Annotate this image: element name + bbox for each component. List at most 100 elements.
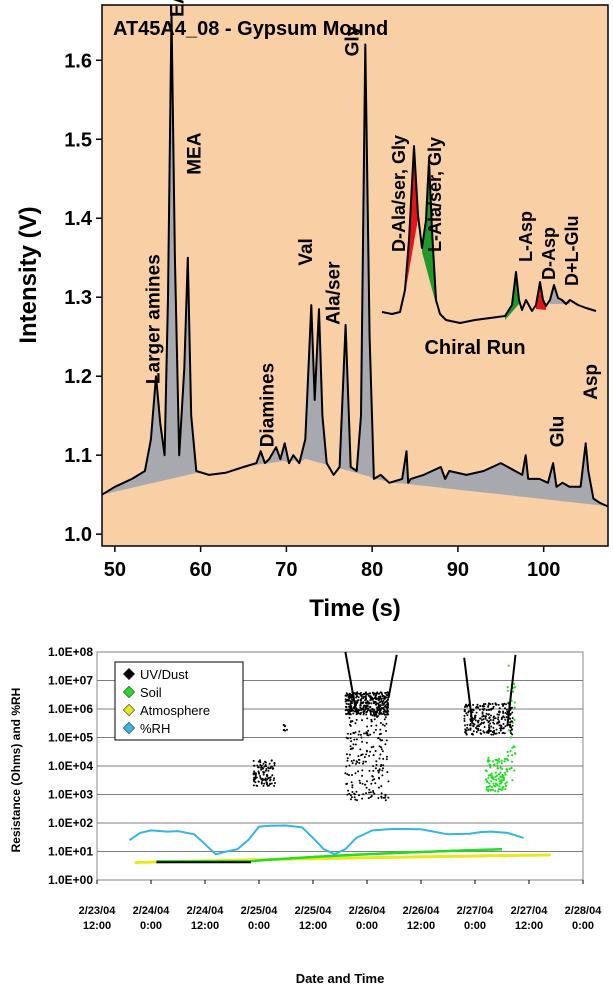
soil-point [489, 774, 492, 777]
uvdust-point [372, 692, 375, 695]
uvdust-point [491, 731, 494, 733]
uvdust-point [500, 725, 503, 728]
soil-point [508, 767, 511, 771]
uvdust-point [254, 772, 257, 775]
uvdust-point [286, 728, 288, 731]
uvdust-point [482, 708, 485, 711]
uvdust-point [475, 706, 478, 709]
uvdust-point [257, 770, 260, 773]
uvdust-point [373, 731, 375, 734]
uvdust-point [357, 755, 360, 758]
uvdust-point [381, 774, 384, 777]
soil-point [494, 771, 497, 774]
uvdust-point [345, 702, 348, 705]
uvdust-point [378, 709, 381, 712]
uvdust-point [378, 733, 381, 736]
uvdust-point [371, 698, 374, 701]
uvdust-point [370, 702, 373, 705]
uvdust-point [367, 797, 370, 800]
x-tick-label-time: 12:00 [299, 920, 327, 932]
uvdust-point [464, 728, 467, 731]
uvdust-point [269, 779, 271, 782]
uvdust-point [349, 703, 352, 706]
uvdust-point [509, 717, 512, 720]
uvdust-point [509, 712, 512, 715]
uvdust-point [373, 702, 375, 705]
uvdust-point [472, 709, 475, 712]
uvdust-point [263, 765, 266, 768]
x-tick-label-date: 2/27/04 [457, 905, 495, 917]
uvdust-point [477, 724, 480, 727]
soil-point [510, 766, 513, 770]
uvdust-point [358, 709, 361, 712]
uvdust-point [482, 705, 485, 708]
x-tick-label-date: 2/25/04 [295, 905, 333, 917]
uvdust-point [354, 743, 357, 746]
soil-point [513, 706, 516, 709]
uvdust-point [375, 698, 378, 701]
uvdust-point [385, 729, 387, 732]
uvdust-point [371, 696, 373, 699]
uvdust-point [499, 727, 502, 730]
uvdust-point [477, 719, 480, 722]
soil-point [491, 777, 494, 780]
uvdust-point [476, 703, 479, 706]
soil-point [505, 781, 508, 784]
x-tick-label: 50 [104, 559, 126, 581]
inset-peak-label: D-Asp [539, 227, 559, 280]
soil-point [488, 782, 491, 785]
uvdust-point [262, 770, 265, 773]
soil-point [507, 664, 510, 667]
uvdust-point [351, 774, 353, 776]
x-tick-label-date: 2/28/04 [565, 905, 603, 917]
uvdust-point [364, 708, 367, 711]
uvdust-point [494, 702, 497, 705]
uvdust-point [477, 721, 480, 724]
uvdust-point [479, 732, 482, 735]
uvdust-point [487, 713, 490, 716]
uvdust-point [358, 779, 361, 782]
uvdust-point [356, 761, 359, 764]
uvdust-point [368, 692, 371, 695]
peak-label: Diamines [258, 363, 279, 447]
uvdust-point [510, 726, 513, 729]
inset-peak-label: D+L-Glu [562, 216, 582, 287]
uvdust-point [463, 717, 466, 720]
soil-point [504, 773, 507, 776]
x-tick-label-time: 0:00 [356, 920, 378, 932]
uvdust-point [351, 747, 354, 750]
uvdust-point [357, 696, 360, 699]
uvdust-point [474, 716, 476, 719]
series-rh [128, 824, 524, 856]
soil-point [500, 762, 503, 765]
uvdust-point [489, 708, 492, 711]
x-tick-label-time: 12:00 [407, 920, 435, 932]
soil-point [499, 771, 502, 774]
uvdust-point [370, 720, 373, 723]
uvdust-point [370, 782, 373, 785]
uvdust-point [363, 732, 366, 735]
uvdust-point [463, 714, 466, 717]
uvdust-point [368, 754, 371, 757]
soil-point [497, 788, 500, 791]
uvdust-point [502, 723, 505, 725]
legend-box [114, 661, 244, 741]
uvdust-point [368, 791, 371, 794]
uvdust-point [376, 691, 379, 694]
uvdust-point [355, 693, 358, 695]
uvdust-point [385, 758, 388, 761]
uvdust-point [492, 716, 495, 719]
y-tick-label: 1.6 [64, 50, 92, 72]
legend-marker [122, 703, 136, 717]
uvdust-point [509, 729, 512, 732]
y-tick-label: 1.0E+06 [48, 702, 93, 716]
uvdust-point [260, 781, 263, 784]
soil-point [504, 787, 507, 791]
uvdust-point [504, 707, 506, 710]
uvdust-point [366, 705, 369, 708]
uvdust-point [499, 729, 502, 732]
uvdust-point [376, 709, 379, 712]
uvdust-point [365, 786, 368, 789]
uvdust-point [384, 691, 387, 694]
uvdust-point [367, 729, 370, 732]
